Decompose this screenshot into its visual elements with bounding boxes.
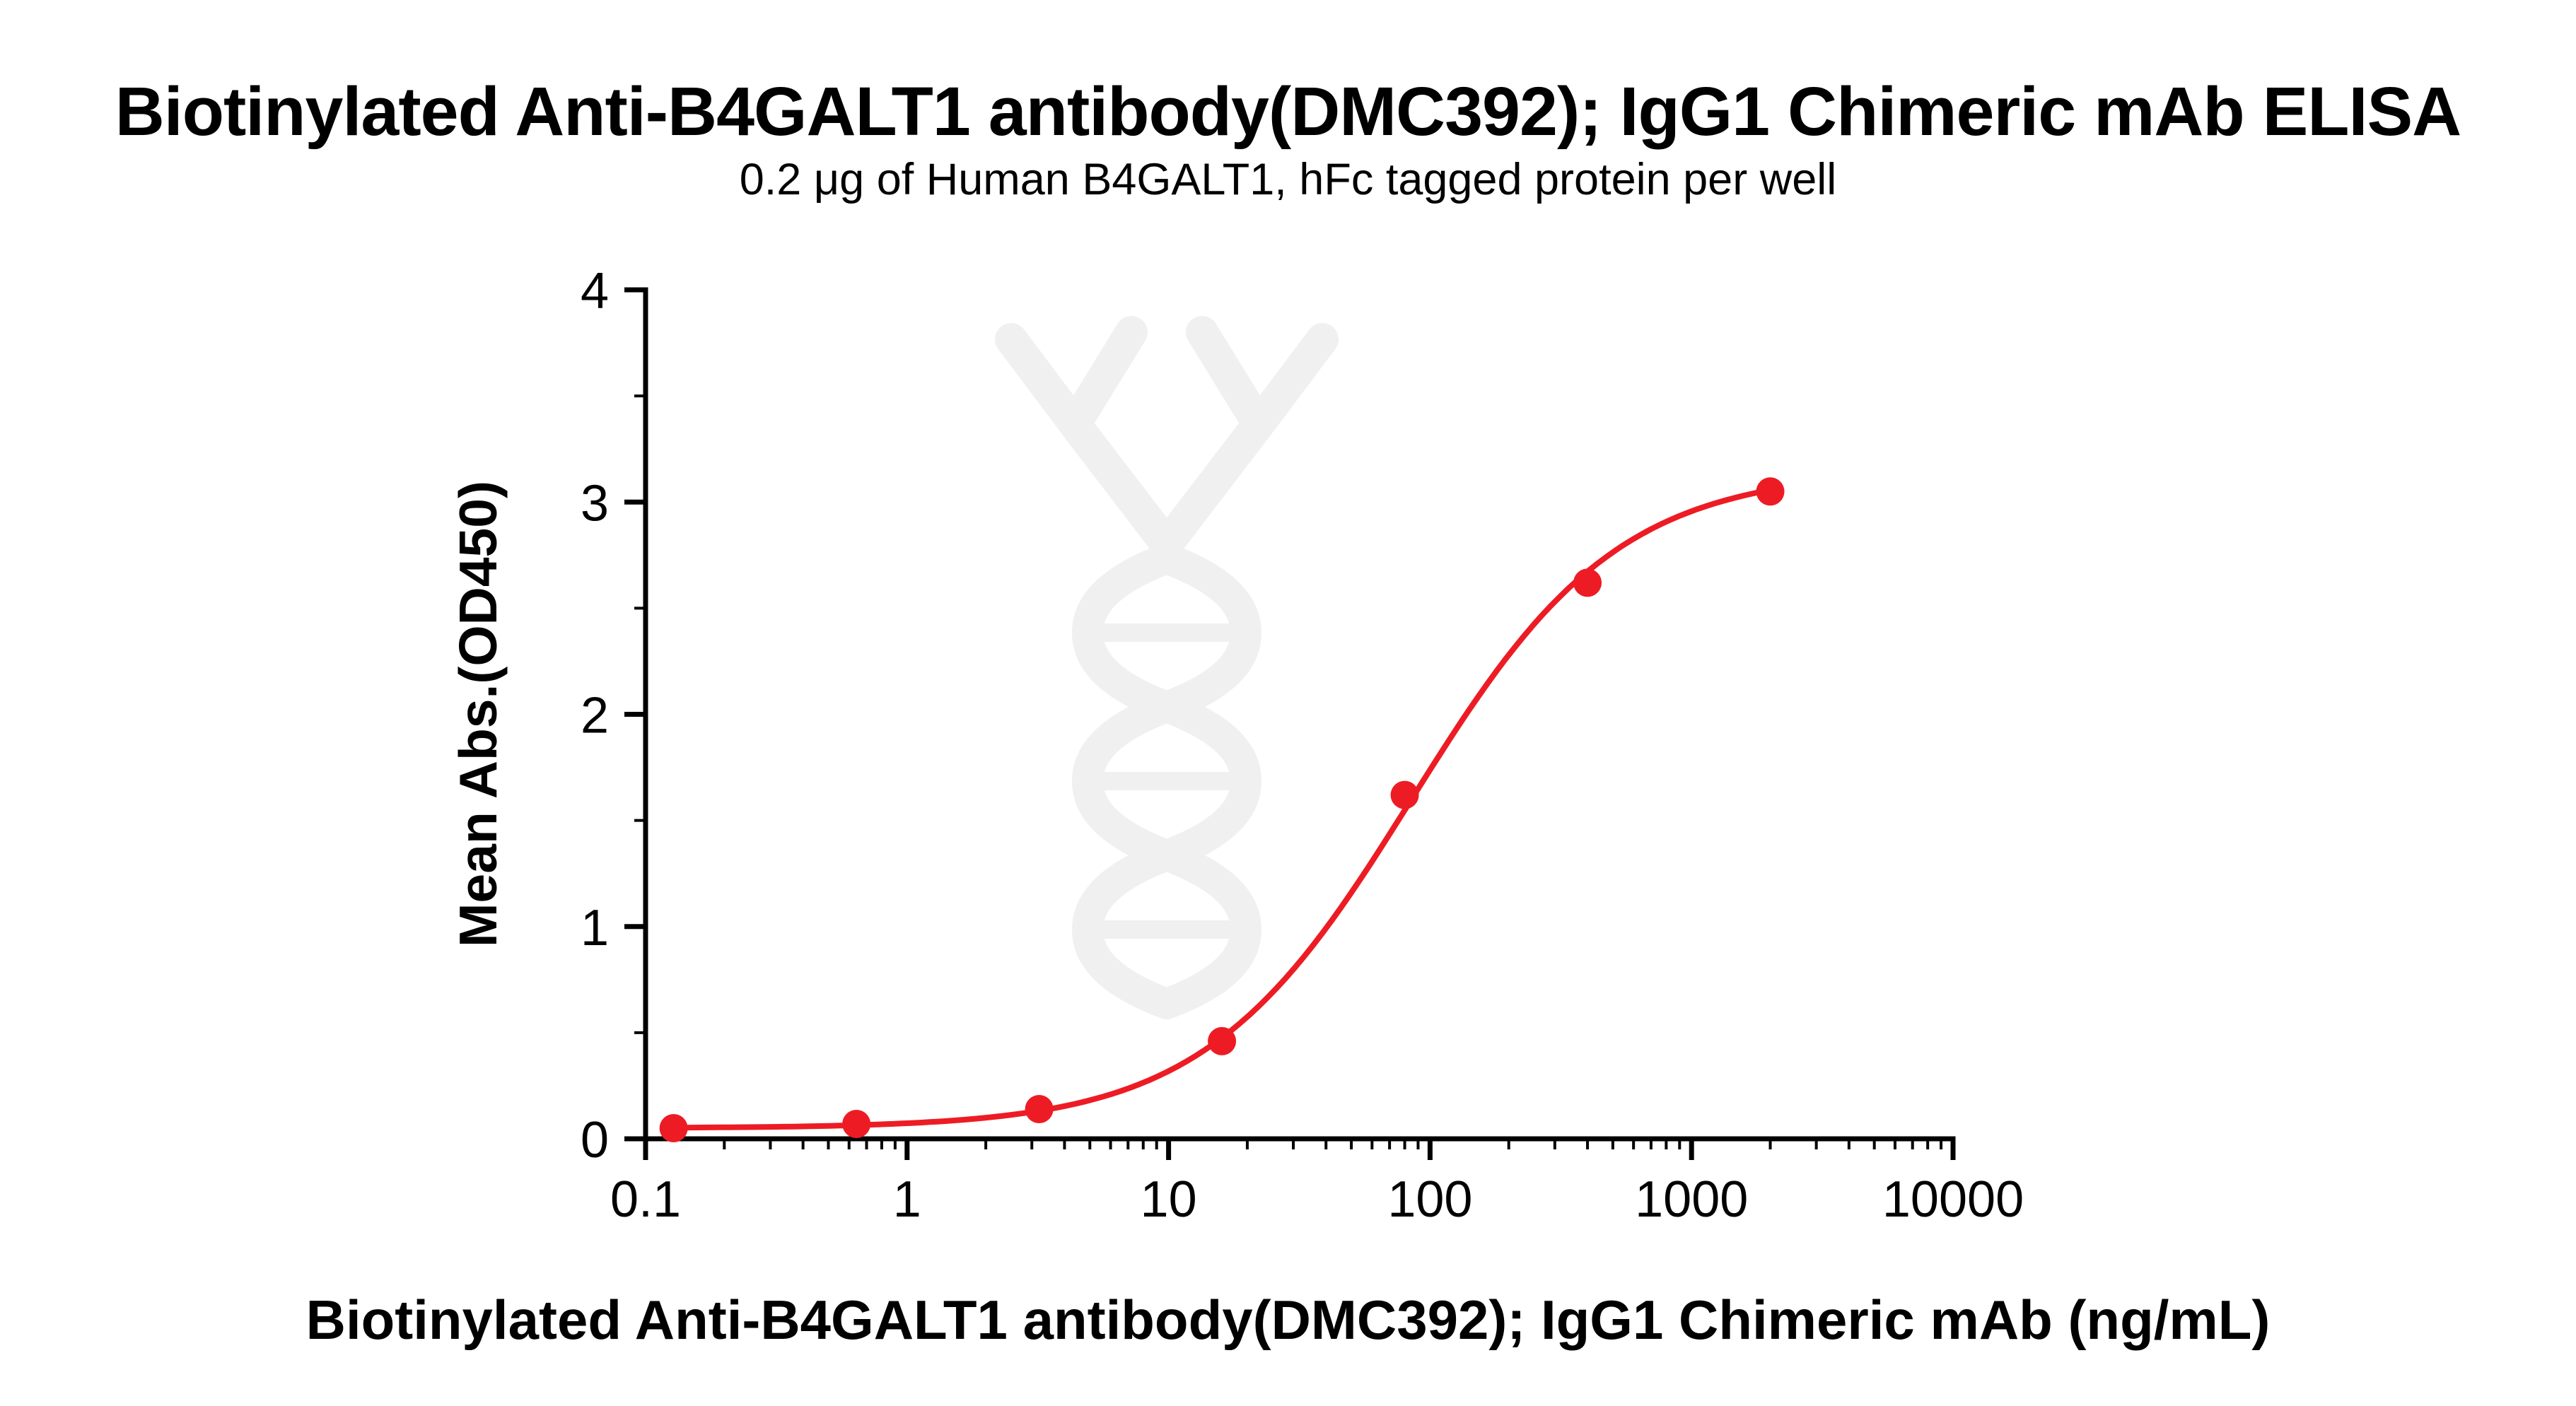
chart-subtitle: 0.2 μg of Human B4GALT1, hFc tagged prot… — [739, 155, 1837, 204]
axes — [643, 287, 1956, 1142]
data-point — [1756, 477, 1785, 506]
data-points — [659, 477, 1785, 1142]
data-point — [659, 1113, 688, 1142]
y-tick-label: 1 — [581, 900, 609, 956]
data-point — [1025, 1094, 1054, 1123]
dna-antibody-watermark — [995, 316, 1339, 1019]
data-point — [842, 1109, 871, 1138]
tick-labels: 0.1 1 10 100 1000 10000 0 1 2 3 4 — [581, 263, 2024, 1228]
x-tick-label: 1000 — [1635, 1171, 1748, 1228]
data-point — [1390, 780, 1419, 809]
data-point — [1573, 568, 1602, 597]
chart-title: Biotinylated Anti-B4GALT1 antibody(DMC39… — [115, 73, 2462, 150]
x-tick-label: 10 — [1141, 1171, 1197, 1228]
y-tick-label: 4 — [581, 263, 609, 320]
x-tick-label: 0.1 — [610, 1171, 681, 1228]
data-point — [1208, 1026, 1237, 1055]
y-tick-label: 2 — [581, 688, 609, 744]
x-tick-label: 10000 — [1882, 1171, 2024, 1228]
y-tick-label: 3 — [581, 475, 609, 532]
x-tick-label: 100 — [1387, 1171, 1472, 1228]
ticks — [624, 287, 1956, 1160]
y-tick-label: 0 — [581, 1112, 609, 1168]
x-tick-label: 1 — [893, 1171, 921, 1228]
x-axis-label: Biotinylated Anti-B4GALT1 antibody(DMC39… — [305, 1289, 2271, 1351]
